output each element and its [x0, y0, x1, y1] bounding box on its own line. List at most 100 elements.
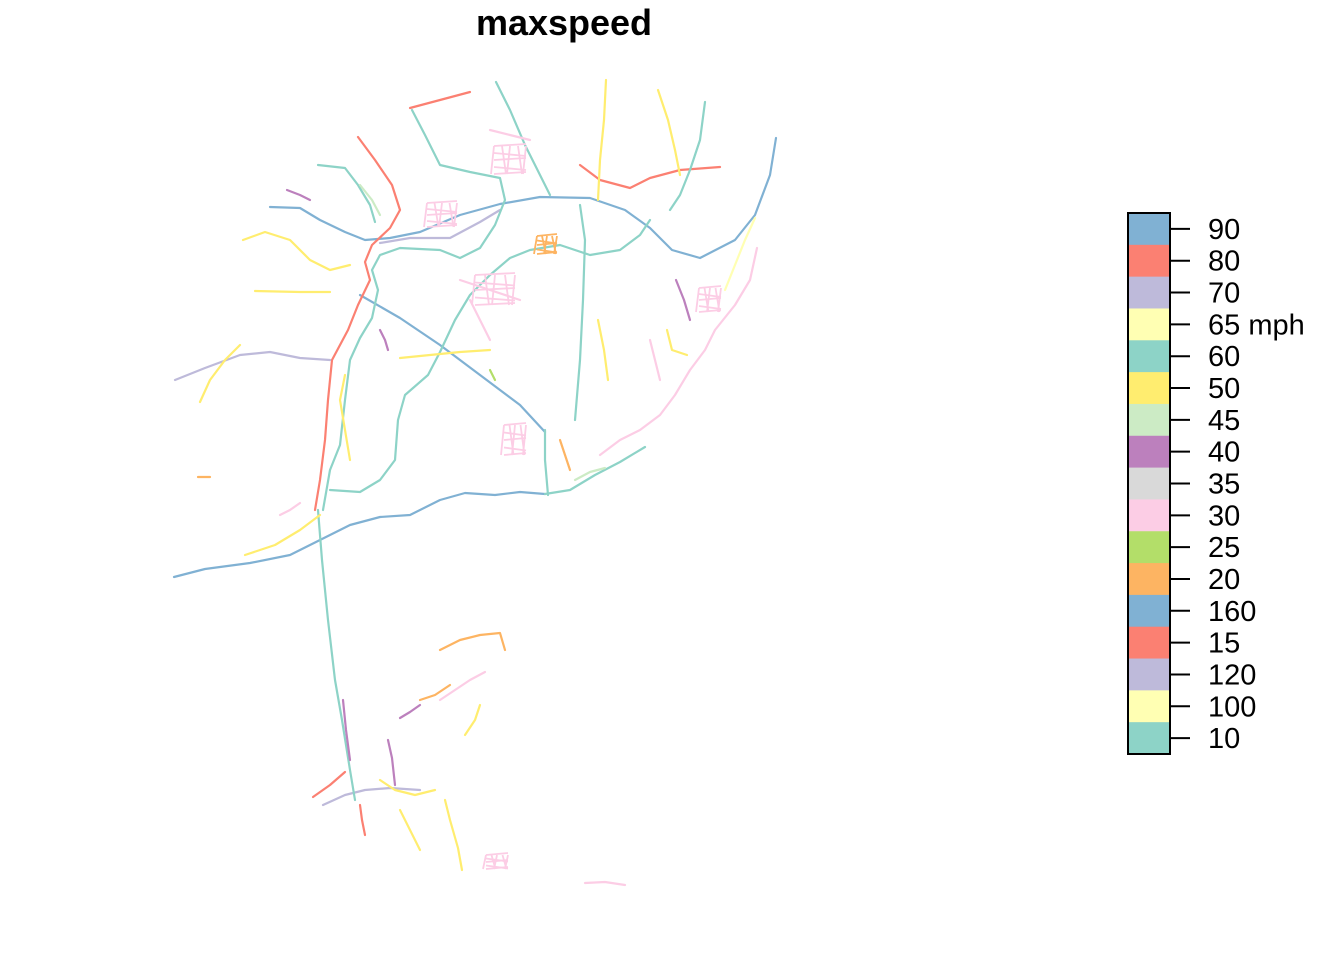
road-w-50-b [253, 289, 332, 294]
legend-label: 90 [1208, 214, 1240, 246]
road-mid-60-b [543, 428, 550, 497]
road-30-c3 [648, 338, 662, 382]
legend-label: 35 [1208, 469, 1240, 501]
legend-swatch [1128, 372, 1170, 405]
legend-label: 50 [1208, 373, 1240, 405]
road-primary-west [173, 350, 332, 382]
legend-label: 160 [1208, 596, 1256, 628]
road-w-50 [241, 230, 352, 272]
legend-label: 45 [1208, 405, 1240, 437]
legend-swatch [1128, 499, 1170, 532]
legend-swatch [1128, 244, 1170, 278]
road-s-50-b [443, 798, 464, 872]
legend-swatch [1128, 563, 1170, 596]
legend-swatch [1128, 658, 1170, 691]
road-trunk-east [578, 163, 722, 190]
road-45-a [358, 183, 382, 217]
road-40-f [378, 328, 390, 352]
legend-label: 30 [1208, 500, 1240, 532]
legend-swatch [1128, 213, 1170, 246]
road-north-60 [494, 80, 552, 197]
road-south-spur [311, 770, 347, 799]
legend-label: 15 [1208, 628, 1240, 660]
road-diagonal-link [358, 293, 547, 434]
road-20-s2 [418, 683, 452, 702]
legend-swatch [1128, 467, 1170, 500]
road-s-50-c [378, 778, 437, 797]
road-s-50 [398, 808, 422, 852]
road-loop-60 [328, 218, 652, 494]
grid-20 [533, 233, 558, 255]
legend-label: 70 [1208, 278, 1240, 310]
legend-swatch [1128, 340, 1170, 373]
road-c-50-b [338, 373, 352, 462]
grid-south [500, 422, 527, 456]
legend-frame [1127, 212, 1171, 755]
road-30-c2 [468, 298, 492, 342]
legend-swatch [1128, 531, 1170, 564]
road-40-e [285, 188, 312, 202]
road-c-50-c [596, 318, 610, 382]
legend-label: 100 [1208, 691, 1256, 723]
grid-west [423, 200, 458, 228]
grid-north [490, 143, 527, 175]
legend-label: 20 [1208, 564, 1240, 596]
road-mid-60 [573, 203, 587, 422]
legend-swatch [1128, 403, 1170, 437]
road-e-65 [723, 216, 757, 292]
legend-label: 120 [1208, 659, 1256, 691]
legend-label: 10 [1208, 723, 1240, 755]
legend-swatch [1128, 722, 1170, 755]
road-n-50-b [656, 88, 682, 177]
legend-label: 80 [1208, 246, 1240, 278]
legend-label: 65 mph [1208, 309, 1305, 341]
road-30-s2 [583, 880, 627, 887]
road-30-se [598, 246, 759, 457]
legend-swatch [1128, 594, 1170, 628]
road-30-sw [278, 501, 302, 517]
legend-swatch [1128, 435, 1170, 469]
road-40-a [341, 698, 352, 762]
map-title: maxspeed [475, 2, 653, 43]
road-c-50-d [665, 328, 689, 357]
road-sw-50 [243, 513, 322, 557]
road-w-50-c [198, 343, 242, 404]
road-40-d [674, 278, 692, 322]
road-trunk-west [313, 135, 402, 512]
road-south-spur-2 [358, 803, 367, 837]
grid-sbottom [482, 852, 509, 870]
legend-swatch [1128, 308, 1170, 341]
grid-east [695, 285, 722, 313]
road-25-c [488, 368, 497, 382]
road-trunk-60-north [321, 108, 507, 512]
legend-swatch [1128, 690, 1170, 723]
road-20-s [438, 631, 507, 652]
road-primary-mid [378, 208, 502, 245]
legend-swatch [1128, 626, 1170, 660]
road-45-b [573, 466, 607, 482]
road-ring-60 [543, 445, 647, 496]
road-motorway-east [268, 136, 778, 260]
road-trunk-60-main [316, 508, 357, 802]
legend-label: 25 [1208, 532, 1240, 564]
road-s-50-d [463, 703, 482, 737]
road-20-c [558, 438, 572, 472]
road-c-50 [398, 348, 492, 360]
roads-layer [172, 78, 778, 887]
road-40-c [398, 703, 422, 720]
road-cw-60 [316, 163, 377, 224]
road-primary-south [321, 786, 422, 807]
road-motorway-south [172, 490, 547, 579]
legend-label: 60 [1208, 341, 1240, 373]
road-30-s [438, 670, 487, 702]
road-40-b [386, 738, 397, 787]
road-north-60-b [668, 100, 707, 212]
road-n-50 [596, 78, 608, 202]
grid-center [471, 272, 516, 306]
road-30-n [488, 128, 532, 142]
legend-label: 40 [1208, 437, 1240, 469]
legend-swatch [1128, 276, 1170, 309]
